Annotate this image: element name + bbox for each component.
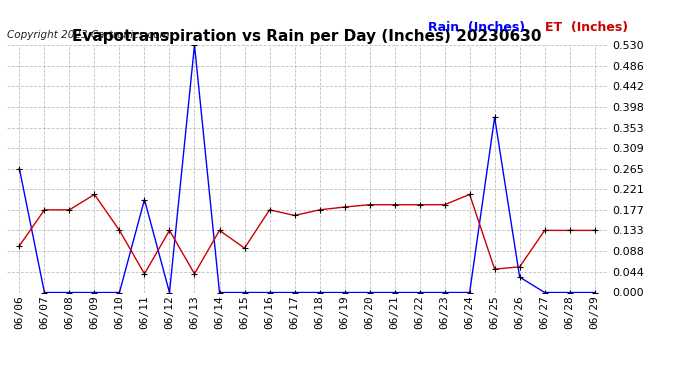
Text: ET  (Inches): ET (Inches) <box>545 21 628 34</box>
Title: Evapotranspiration vs Rain per Day (Inches) 20230630: Evapotranspiration vs Rain per Day (Inch… <box>72 29 542 44</box>
Text: Rain  (Inches): Rain (Inches) <box>428 21 525 34</box>
Text: Copyright 2023 Cartronics.com: Copyright 2023 Cartronics.com <box>7 30 170 40</box>
